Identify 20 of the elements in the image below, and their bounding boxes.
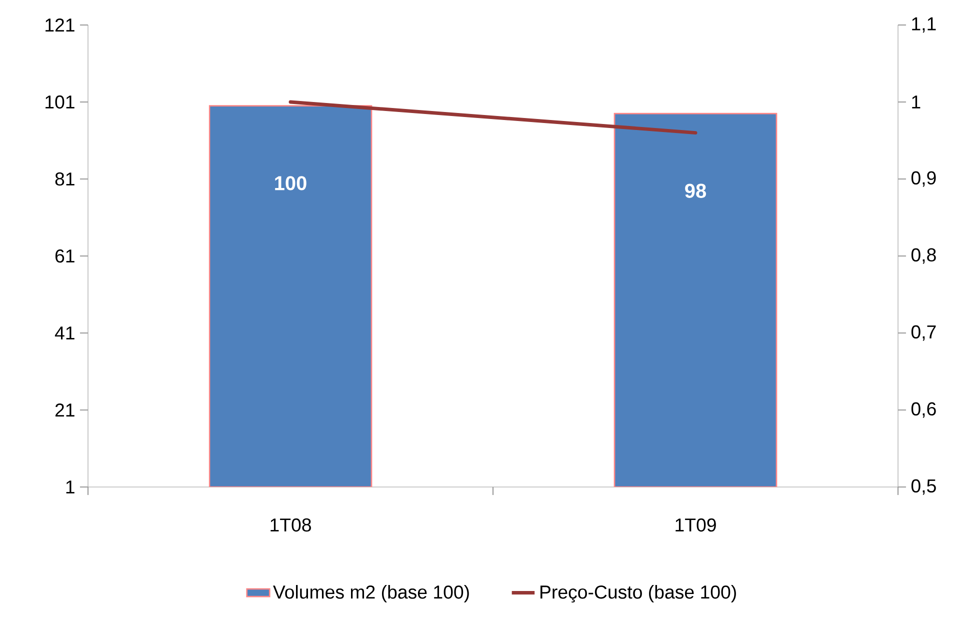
x-tick-label: 1T09 [676,518,716,532]
y2-tick-label: 0,8 [911,248,936,264]
legend-label: Volumes m2 (base 100) [273,584,469,602]
data-label: 98 [685,184,706,198]
y2-tick-label: 1 [912,96,920,108]
y2-tick-label: 0,7 [911,325,936,341]
data-label: 100 [275,176,306,190]
y-tick-label: 81 [55,172,74,186]
y-tick-label: 41 [54,326,74,340]
y-tick-label: 121 [46,18,74,32]
y-tick-label: 101 [46,95,74,109]
y2-tick-label: 1,1 [912,17,936,33]
y2-tick-label: 0,6 [911,402,936,418]
legend-label: Preço-Custo (base 100) [540,584,736,602]
y-tick-label: 21 [55,403,74,417]
x-tick-label: 1T08 [270,518,311,532]
y2-tick-label: 0,9 [911,171,936,187]
y-tick-label: 1 [66,480,74,494]
y-tick-label: 61 [55,249,74,263]
y2-tick-label: 0,5 [911,479,936,495]
